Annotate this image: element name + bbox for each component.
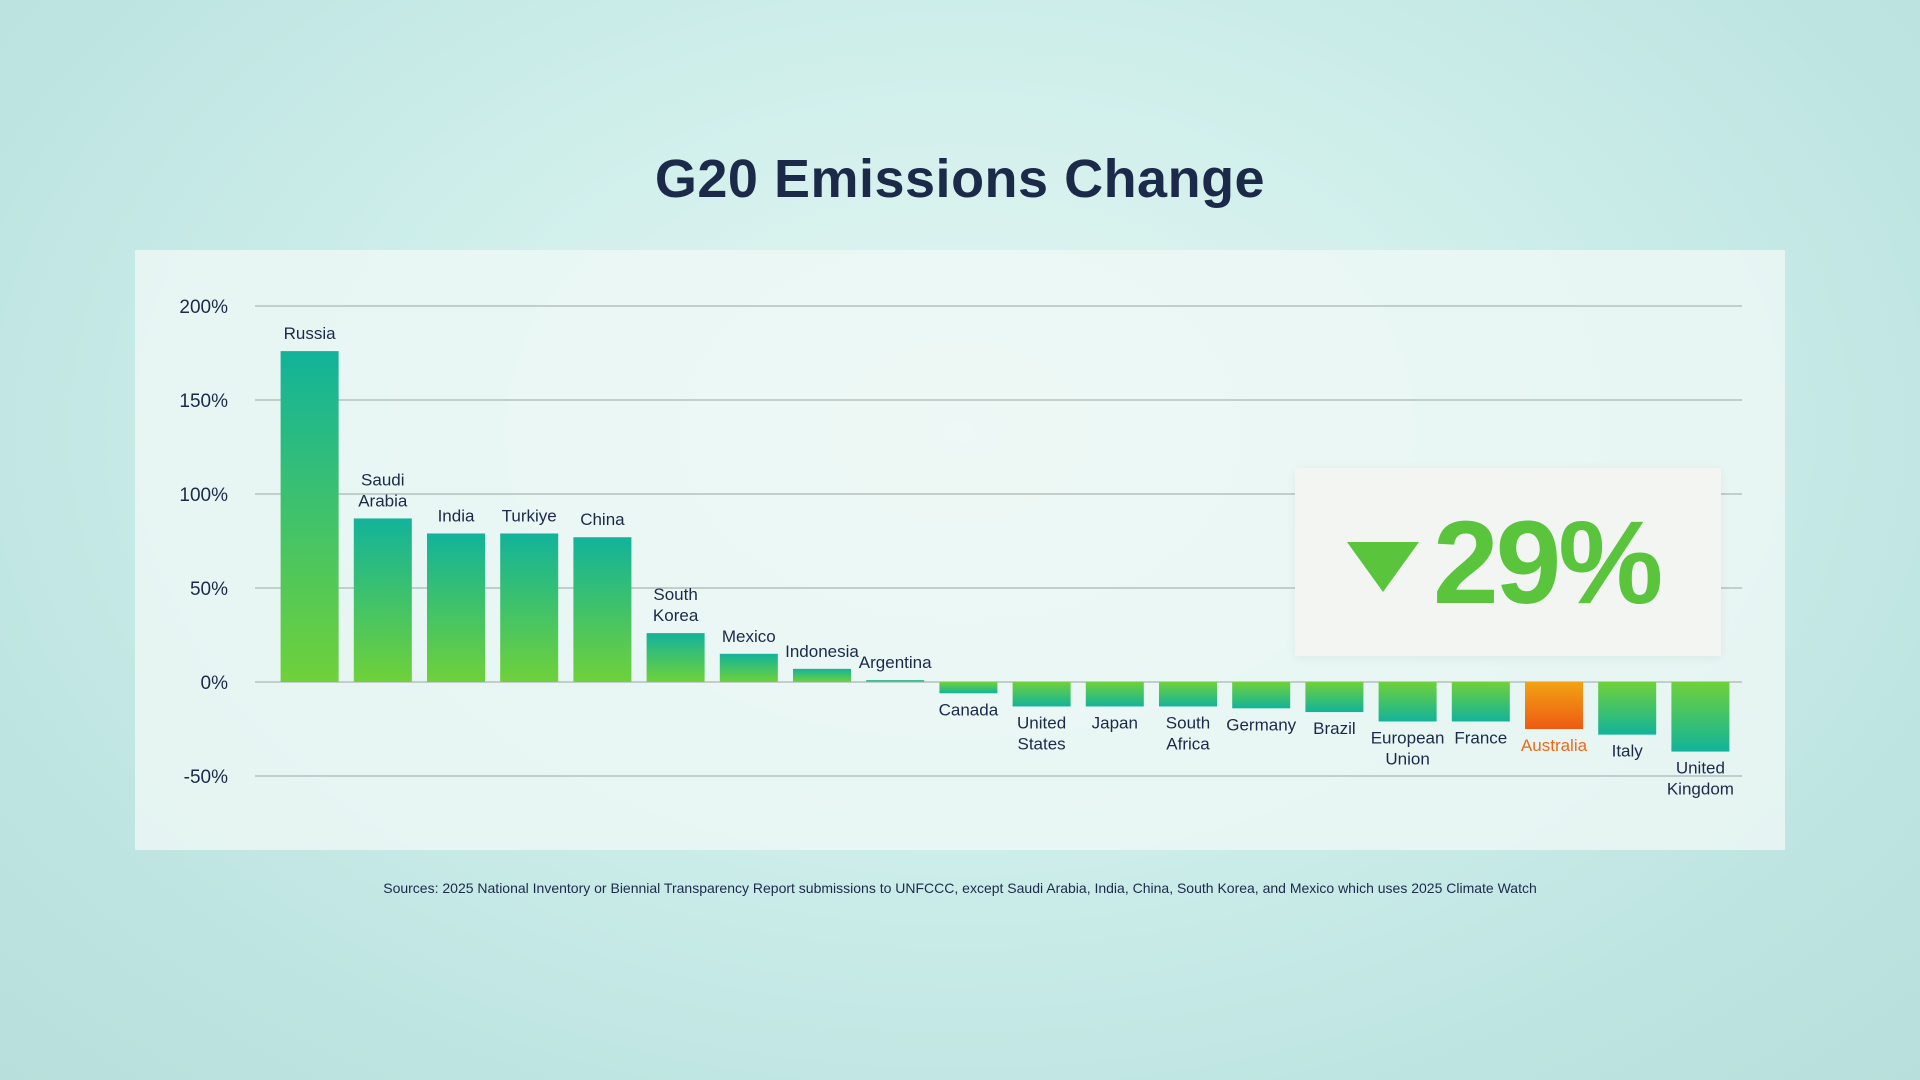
bar-south-africa xyxy=(1159,682,1217,707)
bar-chart: 200% 150% 100% 50% 0% -50% Russia Saudi Arabia In… xyxy=(179,297,1742,799)
bar-russia xyxy=(280,351,339,682)
bar-label: United Kingdom xyxy=(1667,759,1734,799)
y-tick-label: 50% xyxy=(190,579,228,600)
bar-united-states xyxy=(1012,682,1071,707)
bar-label: Japan xyxy=(1092,713,1138,732)
y-tick-label: 100% xyxy=(179,485,228,506)
bar-label: Brazil xyxy=(1313,719,1356,738)
bar-label: Australia xyxy=(1521,736,1588,755)
y-tick-label: 200% xyxy=(179,297,228,318)
bar-label: Russia xyxy=(284,324,337,343)
bar-turkiye xyxy=(500,533,559,682)
bar-label: Turkiye xyxy=(502,506,557,525)
bar-label: European Union xyxy=(1371,728,1445,768)
bar-label: France xyxy=(1454,728,1507,747)
bar-south-korea xyxy=(646,633,705,682)
bar-label: Saudi Arabia xyxy=(358,470,408,510)
bar-japan xyxy=(1085,682,1144,707)
bar-label: Germany xyxy=(1226,715,1296,734)
bar-label: Canada xyxy=(939,700,999,719)
bar-label: South Africa xyxy=(1166,713,1210,753)
bar-germany xyxy=(1232,682,1291,709)
y-tick-label: 0% xyxy=(201,673,229,694)
bar-label: India xyxy=(438,506,475,525)
bar-mexico xyxy=(719,653,778,682)
bar-argentina xyxy=(866,680,925,682)
y-tick-label: -50% xyxy=(184,767,228,788)
emissions-change-callout: 29% xyxy=(1295,468,1721,656)
bar-china xyxy=(573,537,632,682)
bar-label: China xyxy=(580,510,625,529)
chart-title: G20 Emissions Change xyxy=(654,149,1266,209)
bar-label: Italy xyxy=(1612,742,1644,761)
y-tick-label: 150% xyxy=(179,391,228,412)
bar-india xyxy=(427,533,485,682)
source-note: Sources: 2025 National Inventory or Bien… xyxy=(383,880,1537,896)
bar-label: Argentina xyxy=(859,653,932,672)
bar-canada xyxy=(939,682,998,694)
bar-label: South Korea xyxy=(653,585,699,625)
bar-brazil xyxy=(1305,682,1364,713)
bar-australia xyxy=(1525,682,1583,729)
callout-value: 29% xyxy=(1433,497,1663,629)
bar-european-union xyxy=(1378,682,1437,722)
bar-italy xyxy=(1598,682,1657,735)
bar-saudi-arabia xyxy=(353,518,412,682)
down-arrow-icon xyxy=(1347,542,1419,592)
bar-label: Mexico xyxy=(722,627,776,646)
bar-label: United States xyxy=(1017,713,1066,753)
bar-label: Indonesia xyxy=(785,642,859,661)
bar-indonesia xyxy=(793,668,851,682)
bar-united-kingdom xyxy=(1671,682,1730,752)
bar-france xyxy=(1451,682,1510,722)
